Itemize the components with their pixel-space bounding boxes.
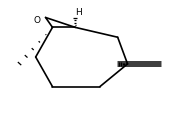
- Text: O: O: [33, 16, 40, 25]
- Text: H: H: [75, 8, 82, 17]
